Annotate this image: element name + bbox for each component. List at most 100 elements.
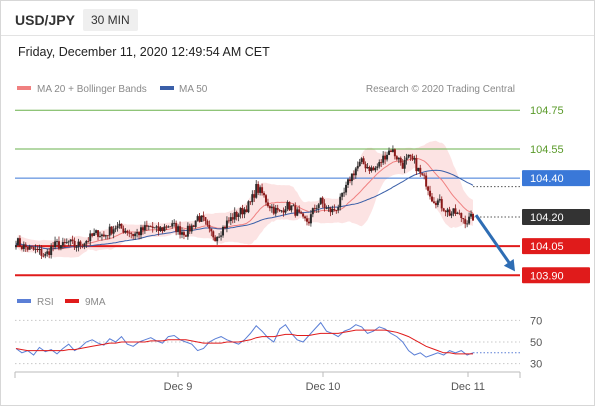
candle-body: [347, 179, 350, 185]
candle-body: [460, 213, 463, 219]
candle-body: [425, 175, 428, 187]
ma50-line: [15, 169, 474, 250]
candle-body: [345, 184, 348, 193]
candle-body: [118, 223, 121, 226]
x-tick-label: Dec 11: [451, 381, 485, 393]
candle-body: [331, 209, 334, 213]
candle-body: [173, 223, 176, 224]
candle-body: [190, 225, 193, 232]
candle-body: [419, 167, 422, 174]
candle-body: [202, 215, 205, 218]
candle-body: [171, 223, 174, 227]
candle-body: [50, 246, 53, 256]
candle-body: [350, 173, 353, 182]
candle-body: [214, 237, 217, 242]
candle-body: [247, 201, 250, 213]
candle-body: [132, 233, 135, 237]
candle-body: [22, 244, 25, 249]
candle-body: [405, 157, 408, 160]
candle-body: [124, 230, 127, 233]
candle-body: [313, 208, 316, 209]
candle-body: [364, 164, 367, 169]
candle-body: [264, 195, 267, 203]
candle-body: [38, 248, 41, 251]
x-tick-label: Dec 10: [306, 381, 341, 393]
moving-averages: [15, 157, 474, 250]
candle-body: [304, 216, 307, 219]
candle-body: [71, 239, 74, 241]
candle-body: [440, 199, 443, 209]
candle-body: [251, 194, 254, 203]
support-1-label-box: [522, 238, 590, 255]
candle-body: [341, 192, 344, 197]
candle-body: [243, 209, 246, 215]
candle-body: [348, 179, 351, 182]
candle-body: [423, 174, 426, 176]
candle-body: [255, 184, 258, 198]
candle-body: [434, 202, 437, 205]
candle-body: [235, 212, 238, 218]
candle-body: [89, 233, 92, 242]
ma50-legend-label: MA 50: [179, 84, 208, 95]
candle-body: [108, 226, 111, 236]
bollinger-bands: [16, 140, 473, 258]
candle-body: [356, 165, 359, 169]
candle-body: [220, 235, 223, 237]
candle-body: [97, 230, 100, 237]
candle-body: [444, 210, 447, 213]
rsi-tick-70: 70: [530, 315, 542, 327]
candle-body: [468, 216, 471, 224]
candle-body: [233, 212, 236, 220]
candle-body: [167, 226, 170, 228]
candle-body: [139, 227, 142, 236]
candle-body: [218, 236, 221, 238]
candle-body: [370, 167, 373, 172]
candle-body: [452, 208, 455, 214]
current-label: 104.20: [530, 212, 564, 224]
candle-body: [93, 232, 96, 236]
candle-body: [296, 209, 299, 216]
datetime-label: Friday, December 11, 2020 12:49:54 AM CE…: [18, 45, 270, 59]
candle-body: [307, 221, 310, 224]
candle-body: [376, 166, 379, 168]
candle-body: [175, 223, 178, 232]
candle-body: [417, 167, 420, 172]
candle-body: [223, 226, 226, 229]
candle-body: [216, 236, 219, 242]
candle-body: [466, 223, 469, 225]
price-levels: [15, 109, 520, 277]
candle-body: [263, 193, 266, 196]
candle-body: [48, 251, 51, 256]
candle-body: [169, 226, 172, 228]
candle-body: [153, 227, 156, 229]
candle-body: [81, 245, 84, 247]
candle-body: [179, 226, 182, 235]
candle-body: [343, 192, 346, 194]
price-level-labels: 104.75 104.55 104.40 104.20 104.05 103.90: [522, 105, 590, 284]
candle-body: [112, 229, 115, 234]
timeframe-badge[interactable]: 30 MIN: [83, 9, 138, 31]
candle-body: [177, 226, 180, 232]
candle-body: [28, 246, 31, 250]
candle-body: [65, 242, 68, 244]
candle-body: [284, 209, 287, 213]
candle-body: [311, 208, 314, 215]
forecast-arrow-shaft: [474, 214, 513, 267]
current-label-box: [522, 209, 590, 226]
candle-body: [126, 230, 129, 233]
rsi-legend-swatch: [17, 299, 31, 303]
ma20-line: [15, 157, 474, 250]
candle-body: [155, 226, 158, 228]
candle-body: [325, 208, 328, 209]
candle-body: [130, 233, 133, 235]
candle-body: [378, 162, 381, 167]
candle-body: [333, 209, 336, 211]
candle-body: [362, 158, 365, 165]
candle-body: [298, 209, 301, 213]
candle-body: [421, 173, 424, 175]
candle-body: [85, 241, 88, 244]
candle-body: [407, 154, 410, 158]
support-1-label: 104.05: [530, 241, 564, 253]
candle-body: [323, 203, 326, 209]
rsi-lines: [15, 321, 520, 358]
